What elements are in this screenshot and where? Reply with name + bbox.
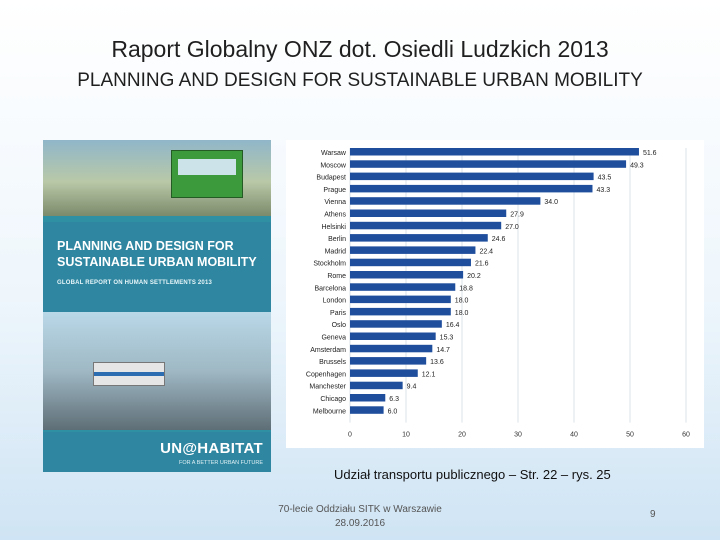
public-transport-share-chart: 0 10 20 30 40 50 60 Warsaw 51.6 Moscow 49.3 Budapes… — [286, 140, 704, 448]
bar-21 — [350, 406, 384, 414]
category-label-19: Manchester — [309, 384, 346, 391]
bar-2 — [350, 172, 594, 181]
value-label-8: 22.4 — [479, 248, 493, 255]
value-label-5: 27.9 — [510, 212, 524, 219]
bar-0 — [350, 148, 639, 156]
value-label-0: 51.6 — [643, 150, 657, 157]
cover-footer-band — [43, 432, 271, 472]
bar-20 — [350, 394, 386, 402]
category-label-9: Stockholm — [313, 261, 346, 268]
bar-16 — [350, 344, 433, 353]
bar-18 — [350, 369, 418, 377]
bar-4 — [350, 197, 541, 205]
bar-8 — [350, 246, 476, 254]
category-label-18: Copenhagen — [306, 371, 346, 378]
value-label-1: 49.3 — [630, 162, 644, 169]
value-label-10: 20.2 — [467, 273, 481, 280]
value-label-16: 14.7 — [436, 347, 450, 354]
bar-3 — [350, 184, 593, 193]
value-label-21: 6.0 — [388, 408, 398, 415]
bar-1 — [350, 160, 627, 168]
bar-9 — [350, 258, 471, 267]
category-label-6: Helsinki — [321, 224, 346, 231]
category-label-15: Geneva — [321, 335, 346, 342]
category-label-4: Vienna — [324, 199, 346, 206]
bar-19 — [350, 381, 403, 390]
x-tick-label-2: 20 — [458, 432, 466, 439]
category-label-14: Oslo — [332, 322, 347, 329]
value-label-4: 34.0 — [544, 199, 558, 206]
value-label-13: 18.0 — [455, 310, 469, 317]
value-label-20: 6.3 — [389, 396, 399, 403]
value-label-17: 13.6 — [430, 359, 444, 366]
un-habitat-logo: UN@HABITAT — [160, 440, 263, 457]
category-label-12: London — [323, 298, 346, 305]
cover-title: PLANNING AND DESIGN FOR SUSTAINABLE URBA… — [57, 239, 257, 269]
slide-title: Raport Globalny ONZ dot. Osiedli Ludzkic… — [111, 36, 609, 62]
report-cover-image: PLANNING AND DESIGN FOR SUSTAINABLE URBA… — [43, 140, 271, 472]
footer-date: 28.09.2016 — [334, 518, 386, 529]
bus-icon — [171, 150, 243, 198]
category-label-20: Chicago — [320, 396, 346, 403]
value-label-15: 15.3 — [440, 335, 454, 342]
value-label-9: 21.6 — [475, 261, 489, 268]
bar-14 — [350, 320, 442, 328]
category-label-21: Melbourne — [313, 408, 346, 415]
value-label-12: 18.0 — [455, 298, 469, 305]
value-label-7: 24.6 — [492, 236, 506, 243]
category-label-7: Berlin — [328, 236, 346, 243]
cover-title-band — [43, 222, 271, 322]
category-label-17: Brussels — [319, 359, 346, 366]
value-label-3: 43.3 — [596, 187, 610, 194]
x-tick-label-1: 10 — [402, 432, 410, 439]
value-label-14: 16.4 — [446, 322, 460, 329]
category-label-8: Madrid — [325, 248, 347, 255]
category-label-16: Amsterdam — [310, 347, 346, 354]
bar-17 — [350, 357, 427, 365]
train-icon — [93, 362, 165, 386]
x-tick-label-4: 40 — [570, 432, 578, 439]
category-label-10: Rome — [327, 273, 346, 280]
page-number: 9 — [650, 509, 656, 520]
bar-11 — [350, 283, 456, 291]
x-tick-label-6: 60 — [682, 432, 690, 439]
category-label-5: Athens — [324, 212, 346, 219]
value-label-19: 9.4 — [407, 384, 417, 391]
slide-footer: 70-lecie Oddziału SITK w Warszawie 28.09… — [240, 503, 480, 531]
value-label-11: 18.8 — [459, 285, 473, 292]
category-label-13: Paris — [330, 310, 346, 317]
category-label-1: Moscow — [320, 162, 347, 169]
bar-7 — [350, 234, 488, 242]
x-tick-label-3: 30 — [514, 432, 522, 439]
category-label-0: Warsaw — [321, 150, 347, 157]
value-label-6: 27.0 — [505, 224, 519, 231]
bar-6 — [350, 221, 502, 230]
slide-subtitle: PLANNING AND DESIGN FOR SUSTAINABLE URBA… — [77, 70, 643, 91]
bar-13 — [350, 307, 451, 316]
category-label-3: Prague — [323, 187, 346, 194]
category-label-11: Barcelona — [314, 285, 346, 292]
x-tick-label-5: 50 — [626, 432, 634, 439]
bar-chart-svg: 0 10 20 30 40 50 60 Warsaw 51.6 Moscow 49.3 Budapes… — [306, 148, 690, 439]
x-tick-label-0: 0 — [348, 432, 352, 439]
value-label-18: 12.1 — [422, 371, 436, 378]
category-label-2: Budapest — [316, 175, 346, 182]
footer-event: 70-lecie Oddziału SITK w Warszawie — [278, 504, 442, 515]
bar-15 — [350, 332, 436, 340]
bar-5 — [350, 209, 507, 217]
cover-subtitle: GLOBAL REPORT ON HUMAN SETTLEMENTS 2013 — [57, 280, 213, 286]
chart-caption: Udział transportu publicznego – Str. 22 … — [334, 467, 611, 482]
bar-10 — [350, 271, 464, 279]
un-habitat-tagline: FOR A BETTER URBAN FUTURE — [178, 460, 263, 466]
bar-12 — [350, 295, 451, 304]
value-label-2: 43.5 — [598, 175, 612, 182]
